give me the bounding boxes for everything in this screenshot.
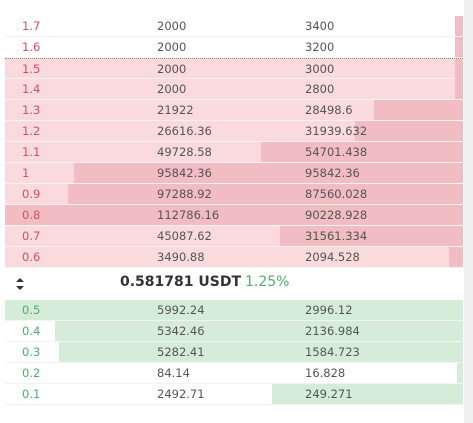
depth-bar <box>454 79 463 99</box>
price: 1.7 <box>22 19 41 33</box>
price: 0.9 <box>22 187 41 201</box>
ask-row: 1.6 2000 3200 <box>5 37 463 58</box>
bid-row: 0.4 5342.46 2136.984 <box>5 321 463 342</box>
amount: 2000 <box>157 62 187 76</box>
price-change: 1.25% <box>245 274 290 290</box>
depth-bar <box>373 100 463 120</box>
sort-icon[interactable] <box>15 277 25 291</box>
total: 3000 <box>305 62 335 76</box>
amount: 112786.16 <box>157 208 220 222</box>
price: 0.8 <box>22 208 41 222</box>
depth-bar <box>454 59 463 79</box>
total: 2996.12 <box>305 303 353 317</box>
price: 1.2 <box>22 124 41 138</box>
depth-bar <box>5 300 463 320</box>
total: 28498.6 <box>305 103 353 117</box>
price: 1.4 <box>22 82 41 96</box>
amount: 5992.24 <box>157 303 205 317</box>
depth-bar <box>272 384 463 404</box>
amount: 84.14 <box>157 366 190 380</box>
price: 1 <box>22 166 30 180</box>
depth-bar <box>67 184 463 204</box>
total: 90228.928 <box>305 208 368 222</box>
amount: 5282.41 <box>157 345 205 359</box>
ask-row: 1 95842.36 95842.36 <box>5 163 463 184</box>
price: 1.6 <box>22 40 41 54</box>
total: 54701.438 <box>305 145 368 159</box>
amount: 2000 <box>157 40 187 54</box>
depth-bar <box>279 226 463 246</box>
total: 2136.984 <box>305 324 360 338</box>
price: 1.1 <box>22 145 41 159</box>
ask-row: 0.9 97288.92 87560.028 <box>5 184 463 205</box>
total: 2094.528 <box>305 250 360 264</box>
amount: 49728.58 <box>157 145 212 159</box>
amount: 21922 <box>157 103 194 117</box>
ask-row: 1.3 21922 28498.6 <box>5 100 463 121</box>
depth-bar <box>456 363 463 383</box>
depth-bar <box>454 16 463 36</box>
total: 31561.334 <box>305 229 368 243</box>
total: 3200 <box>305 40 335 54</box>
price: 0.4 <box>22 324 41 338</box>
bid-row: 0.5 5992.24 2996.12 <box>5 300 463 321</box>
ask-row: 0.7 45087.62 31561.334 <box>5 226 463 247</box>
total: 95842.36 <box>305 166 360 180</box>
total: 249.271 <box>305 387 353 401</box>
total: 3400 <box>305 19 335 33</box>
ask-row: 1.2 26616.36 31939.632 <box>5 121 463 142</box>
scrollbar[interactable] <box>464 0 473 423</box>
bid-row: 0.3 5282.41 1584.723 <box>5 342 463 363</box>
price: 0.3 <box>22 345 41 359</box>
total: 87560.028 <box>305 187 368 201</box>
ask-row: 1.7 2000 3400 <box>5 16 463 37</box>
price: 1.5 <box>22 62 41 76</box>
amount: 2000 <box>157 82 187 96</box>
price: 0.2 <box>22 366 41 380</box>
total: 31939.632 <box>305 124 368 138</box>
amount: 97288.92 <box>157 187 212 201</box>
depth-bar <box>54 321 463 341</box>
depth-bar <box>73 163 463 183</box>
amount: 45087.62 <box>157 229 212 243</box>
amount: 5342.46 <box>157 324 205 338</box>
ask-row: 1.4 2000 2800 <box>5 79 463 100</box>
price: 1.3 <box>22 103 41 117</box>
price: 0.7 <box>22 229 41 243</box>
amount: 3490.88 <box>157 250 205 264</box>
depth-bar <box>5 205 463 225</box>
ask-row: 0.8 112786.16 90228.928 <box>5 205 463 226</box>
total: 2800 <box>305 82 335 96</box>
last-price-row: 0.581781 USDT 1.25% <box>5 268 463 300</box>
total: 1584.723 <box>305 345 360 359</box>
depth-bar <box>454 37 463 57</box>
depth-bar <box>261 142 463 162</box>
price: 0.1 <box>22 387 41 401</box>
amount: 2492.71 <box>157 387 205 401</box>
bid-row: 0.1 2492.71 249.271 <box>5 384 463 405</box>
amount: 95842.36 <box>157 166 212 180</box>
ask-row: 1.1 49728.58 54701.438 <box>5 142 463 163</box>
depth-bar <box>354 121 463 141</box>
ask-row: 0.6 3490.88 2094.528 <box>5 247 463 268</box>
ask-row: 1.5 2000 3000 <box>5 58 463 79</box>
bid-row: 0.2 84.14 16.828 <box>5 363 463 384</box>
amount: 2000 <box>157 19 187 33</box>
amount: 26616.36 <box>157 124 212 138</box>
last-price: 0.581781 USDT <box>120 274 242 290</box>
depth-bar <box>59 342 463 362</box>
price: 0.5 <box>22 303 41 317</box>
depth-bar <box>448 247 463 267</box>
price: 0.6 <box>22 250 41 264</box>
total: 16.828 <box>305 366 346 380</box>
